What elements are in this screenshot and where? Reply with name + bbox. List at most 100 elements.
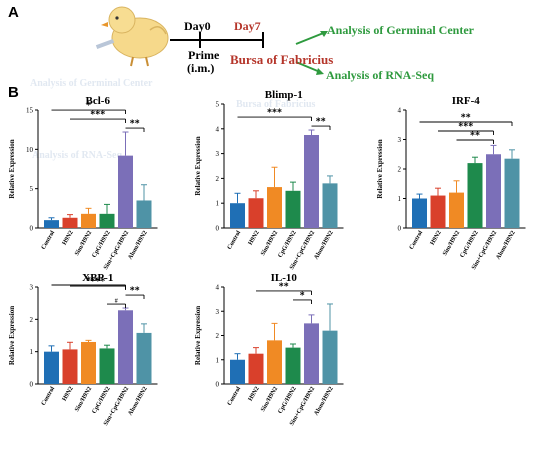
bar — [486, 154, 501, 228]
significance-label: *** — [458, 122, 473, 133]
y-axis-label: Relative Expression — [376, 139, 384, 198]
y-tick-label: 3 — [30, 284, 34, 292]
bar — [430, 195, 446, 228]
bar — [285, 190, 301, 228]
bar — [62, 349, 78, 384]
ghost-text-1: Analysis of Germinal Center — [30, 78, 153, 89]
category-label: Alum/H9N2 — [495, 230, 517, 261]
category-label: CpG/H9N2 — [277, 230, 298, 259]
y-tick-label: 0 — [216, 225, 220, 233]
y-tick-label: 0 — [30, 381, 34, 389]
day0-label: Day0 — [184, 19, 211, 33]
y-tick-label: 0 — [30, 225, 34, 233]
bar — [412, 198, 427, 228]
day7-label: Day7 — [234, 19, 261, 33]
significance-label: ** — [316, 117, 326, 128]
y-tick-label: 4 — [216, 284, 220, 292]
bar — [44, 220, 59, 228]
bar — [467, 163, 483, 228]
bar — [136, 332, 152, 384]
arrow-up — [295, 31, 327, 45]
bar — [504, 158, 520, 228]
y-axis-label: Relative Expression — [194, 306, 202, 365]
bar — [99, 348, 115, 384]
prime-label: Prime — [188, 48, 220, 62]
bar — [248, 353, 264, 384]
analysis-rna-seq-label: Analysis of RNA-Seq — [326, 68, 435, 82]
bar — [62, 217, 78, 228]
chart-title: Blimp-1 — [265, 89, 303, 101]
bar — [285, 347, 301, 384]
category-label: Sim/H9N2 — [259, 230, 279, 257]
y-tick-label: 5 — [30, 185, 34, 193]
category-label: Control — [226, 229, 242, 251]
category-label: Alum/H9N2 — [127, 230, 149, 261]
category-label: Control — [408, 229, 424, 251]
category-label: Sim/H9N2 — [73, 386, 93, 413]
bar — [99, 213, 115, 228]
category-label: H9N2 — [247, 386, 261, 403]
bar — [230, 359, 245, 384]
category-label: H9N2 — [247, 230, 261, 247]
chart-bcl-6: Bcl-6 Relative Expression 0 5 10 15 Control H9N… — [8, 95, 158, 271]
y-tick-label: 3 — [398, 136, 402, 144]
y-tick-label: 2 — [398, 166, 402, 174]
bar — [81, 213, 96, 228]
y-tick-label: 3 — [216, 308, 220, 316]
significance-label: * — [86, 101, 91, 112]
y-tick-label: 1 — [398, 195, 402, 203]
panel-b-letter: B — [8, 84, 19, 101]
category-label: CpG/H9N2 — [91, 230, 112, 259]
significance-label: ** — [470, 131, 480, 142]
chart-blimp-1: Blimp-1 Relative Expression 0 1 2 3 4 5 Control H… — [194, 89, 344, 271]
bar — [81, 341, 96, 384]
chart-title: Bcl-6 — [86, 95, 111, 107]
bar — [118, 310, 133, 384]
bar — [267, 187, 282, 228]
significance-label: *** — [90, 277, 105, 288]
significance-label: ** — [461, 113, 471, 124]
category-label: H9N2 — [429, 230, 443, 247]
route-label: (i.m.) — [187, 61, 215, 75]
y-tick-label: 1 — [216, 356, 220, 364]
category-label: CpG/H9N2 — [91, 386, 112, 415]
chart-title: XBP-1 — [82, 272, 113, 284]
category-label: Sim/H9N2 — [73, 230, 93, 257]
significance-label: * — [86, 276, 91, 287]
category-label: Sim/H9N2 — [441, 230, 461, 257]
significance-label: ** — [130, 286, 140, 297]
ghost-text-3: Analysis of RNA-Seq — [32, 150, 123, 161]
significance-label: *** — [267, 108, 282, 119]
category-label: Control — [40, 385, 56, 407]
analysis-germinal-center-label: Analysis of Germinal Center — [327, 23, 474, 37]
y-tick-label: 1 — [30, 348, 34, 356]
bar — [304, 135, 319, 228]
category-label: Alum/H9N2 — [127, 386, 149, 417]
category-label: Control — [40, 229, 56, 251]
y-tick-label: 1 — [216, 200, 220, 208]
bar — [322, 183, 338, 228]
bar — [136, 200, 152, 228]
category-label: CpG/H9N2 — [459, 230, 480, 259]
chart-il-10: IL-10 Relative Expression 0 1 2 3 4 Control H9N2… — [194, 272, 344, 427]
bar — [44, 351, 59, 384]
category-label: CpG/H9N2 — [277, 386, 298, 415]
bar — [449, 192, 464, 228]
bar — [118, 155, 133, 228]
significance-label: ** — [279, 281, 289, 292]
ghost-text-2: Bursa of Fabricius — [236, 99, 316, 110]
category-label: H9N2 — [61, 386, 75, 403]
category-label: Sim/H9N2 — [259, 386, 279, 413]
category-label: Alum/H9N2 — [313, 230, 335, 261]
y-tick-label: 0 — [398, 225, 402, 233]
y-axis-label: Relative Expression — [194, 136, 202, 195]
y-tick-label: 4 — [216, 125, 220, 133]
y-tick-label: 10 — [26, 146, 34, 154]
chick-illustration — [95, 6, 169, 67]
bar — [230, 203, 245, 228]
bar — [248, 198, 264, 228]
y-tick-label: 2 — [216, 332, 220, 340]
y-tick-label: 5 — [216, 101, 220, 109]
chart-title: IRF-4 — [452, 95, 481, 107]
organ-label: Bursa of Fabricius — [230, 52, 334, 67]
